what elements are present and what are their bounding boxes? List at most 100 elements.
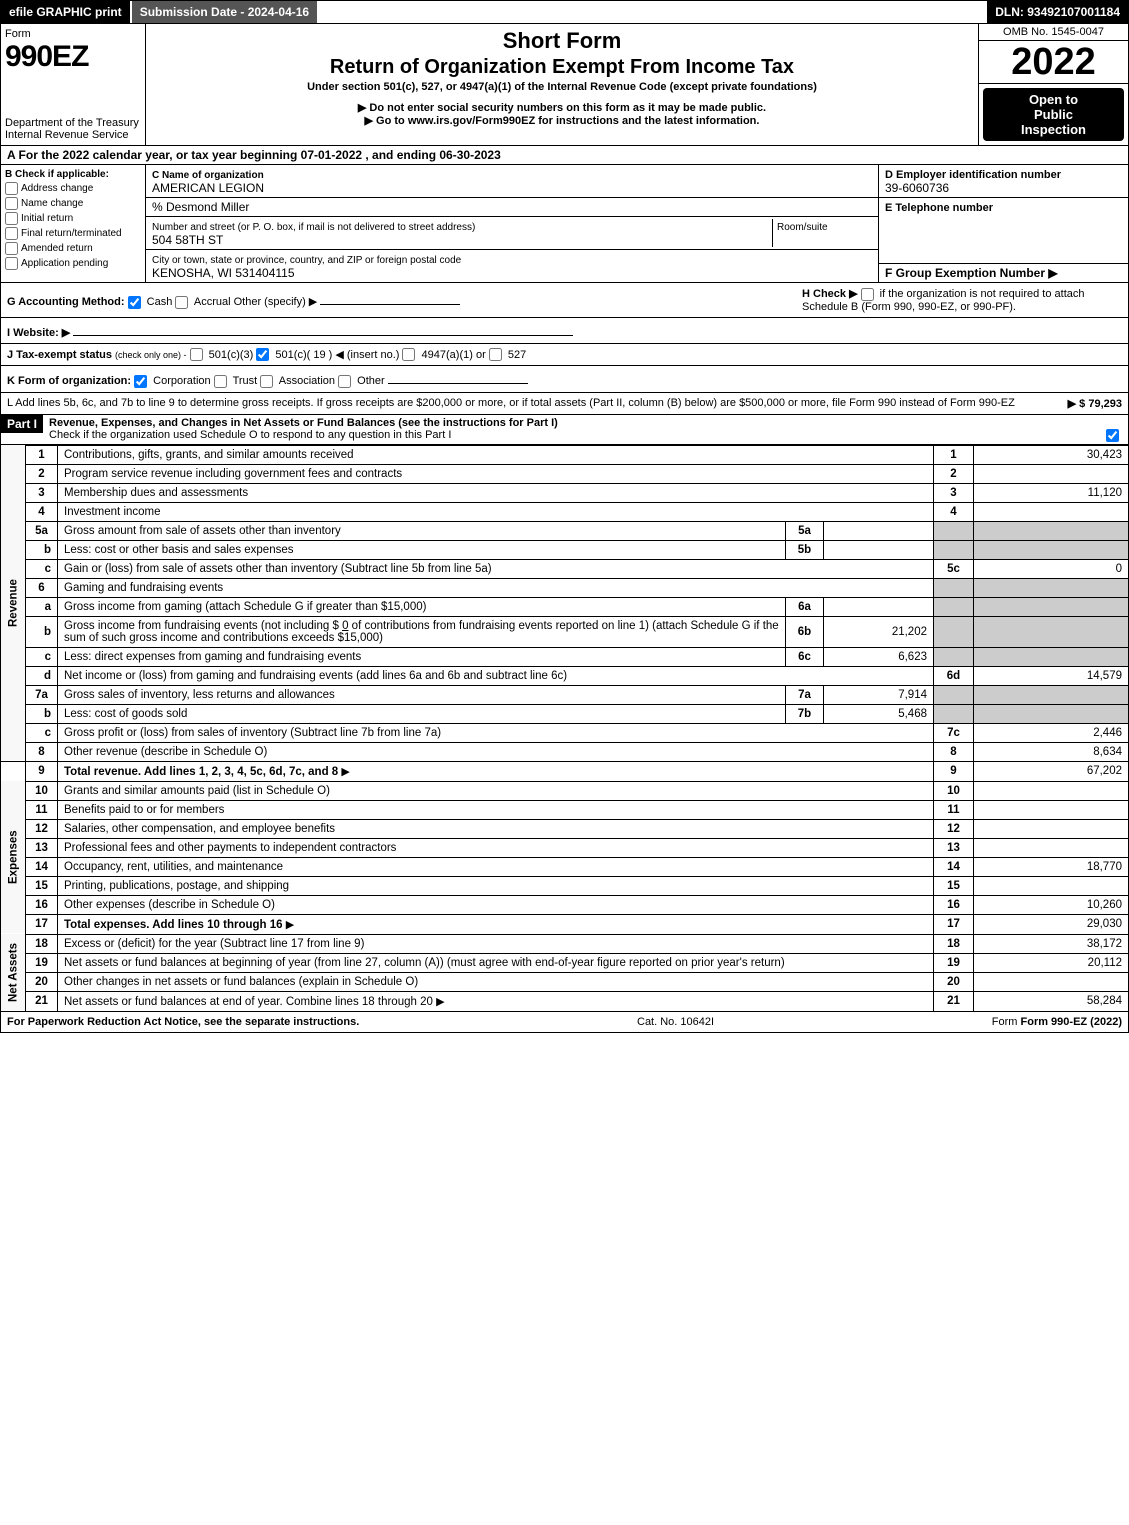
footer-center: Cat. No. 10642I: [637, 1016, 714, 1028]
j-label: J Tax-exempt status: [7, 349, 112, 361]
line-6: 6 Gaming and fundraising events: [1, 578, 1129, 597]
j-sub: (check only one) -: [115, 350, 187, 360]
chk-accrual[interactable]: Accrual: [175, 296, 230, 308]
chk-name-change[interactable]: Name change: [5, 197, 141, 210]
chk-trust[interactable]: Trust: [214, 375, 258, 387]
line-5b: b Less: cost or other basis and sales ex…: [1, 540, 1129, 559]
chk-4947[interactable]: 4947(a)(1) or: [402, 349, 485, 361]
k-label: K Form of organization:: [7, 375, 131, 387]
line-8: 8 Other revenue (describe in Schedule O)…: [1, 742, 1129, 761]
chk-application-pending[interactable]: Application pending: [5, 257, 141, 270]
inspect-1: Open to: [987, 92, 1120, 107]
tax-year: 2022: [979, 41, 1128, 84]
part-i-table: Revenue 1 Contributions, gifts, grants, …: [0, 445, 1129, 1012]
short-form-title: Short Form: [503, 28, 622, 54]
website-input[interactable]: [73, 322, 573, 336]
subtitle-2: ▶ Do not enter social security numbers o…: [352, 101, 772, 114]
line-7a: 7a Gross sales of inventory, less return…: [1, 685, 1129, 704]
section-b: B Check if applicable: Address change Na…: [1, 165, 146, 282]
line-7c: c Gross profit or (loss) from sales of i…: [1, 723, 1129, 742]
chk-527[interactable]: 527: [489, 349, 526, 361]
line-1: Revenue 1 Contributions, gifts, grants, …: [1, 445, 1129, 464]
line-3: 3 Membership dues and assessments 3 11,1…: [1, 483, 1129, 502]
revenue-label: Revenue: [1, 445, 26, 761]
efile-label[interactable]: efile GRAPHIC print: [1, 1, 130, 23]
addr-label: Number and street (or P. O. box, if mail…: [152, 222, 475, 233]
part-i-title-cell: Revenue, Expenses, and Changes in Net As…: [43, 415, 1128, 444]
omb-number: OMB No. 1545-0047: [979, 24, 1128, 41]
h-schedule-b: H Check ▶ if the organization is not req…: [802, 287, 1122, 313]
dept-treasury: Department of the Treasury Internal Reve…: [5, 117, 141, 141]
row-k-form-org: K Form of organization: Corporation Trus…: [0, 366, 1129, 393]
other-org-underline[interactable]: [388, 370, 528, 384]
row-g-h: G Accounting Method: Cash Accrual Other …: [0, 283, 1129, 318]
main-title: Return of Organization Exempt From Incom…: [330, 56, 794, 79]
other-underline[interactable]: [320, 291, 460, 305]
care-of: % Desmond Miller: [152, 200, 249, 214]
arrow-icon: ▶: [286, 919, 294, 931]
line-15: 15 Printing, publications, postage, and …: [1, 876, 1129, 895]
city-label: City or town, state or province, country…: [152, 255, 461, 266]
line-18: Net Assets 18 Excess or (deficit) for th…: [1, 934, 1129, 953]
section-c: C Name of organization AMERICAN LEGION %…: [146, 165, 878, 282]
header-center: Short Form Return of Organization Exempt…: [146, 24, 978, 145]
line-20: 20 Other changes in net assets or fund b…: [1, 972, 1129, 991]
g-label: G Accounting Method:: [7, 296, 125, 308]
dept-line2: Internal Revenue Service: [5, 129, 141, 141]
arrow-icon: ▶: [436, 996, 444, 1008]
line-12: 12 Salaries, other compensation, and emp…: [1, 819, 1129, 838]
room-label: Room/suite: [777, 222, 828, 233]
footer-left: For Paperwork Reduction Act Notice, see …: [7, 1016, 359, 1028]
chk-corporation[interactable]: Corporation: [134, 375, 211, 387]
other-specify: Other (specify) ▶: [234, 296, 318, 308]
header-left: Form 990EZ Department of the Treasury In…: [1, 24, 146, 145]
l-amount: ▶ $ 79,293: [1068, 397, 1122, 410]
line-4: 4 Investment income 4: [1, 502, 1129, 521]
line-10: Expenses 10 Grants and similar amounts p…: [1, 781, 1129, 800]
chk-schedule-b[interactable]: [861, 288, 874, 301]
h-label1: H Check ▶: [802, 288, 861, 300]
line-17: 17 Total expenses. Add lines 10 through …: [1, 914, 1129, 934]
part-i-label: Part I: [1, 415, 43, 433]
form-label: Form: [5, 28, 141, 40]
line-5c: c Gain or (loss) from sale of assets oth…: [1, 559, 1129, 578]
subtitle-1: Under section 501(c), 527, or 4947(a)(1)…: [301, 81, 823, 93]
subtitle-3: ▶ Go to www.irs.gov/Form990EZ for instru…: [359, 114, 766, 127]
line-21: 21 Net assets or fund balances at end of…: [1, 991, 1129, 1011]
dln-label: DLN: 93492107001184: [987, 1, 1128, 23]
c-label: C Name of organization: [152, 170, 264, 181]
city-state-zip: KENOSHA, WI 531404115: [152, 266, 295, 280]
line-9: 9 Total revenue. Add lines 1, 2, 3, 4, 5…: [1, 761, 1129, 781]
inspect-3: Inspection: [987, 122, 1120, 137]
header-right: OMB No. 1545-0047 2022 Open to Public In…: [978, 24, 1128, 145]
org-name: AMERICAN LEGION: [152, 181, 264, 195]
net-assets-label: Net Assets: [1, 934, 26, 1011]
line-16: 16 Other expenses (describe in Schedule …: [1, 895, 1129, 914]
chk-initial-return[interactable]: Initial return: [5, 212, 141, 225]
form-header: Form 990EZ Department of the Treasury In…: [0, 24, 1129, 146]
b-label: B Check if applicable:: [5, 169, 141, 180]
spacer: [319, 1, 987, 23]
form-number: 990EZ: [5, 40, 141, 74]
chk-amended-return[interactable]: Amended return: [5, 242, 141, 255]
entity-section: B Check if applicable: Address change Na…: [0, 165, 1129, 283]
street-address: 504 58TH ST: [152, 233, 223, 247]
line-2: 2 Program service revenue including gove…: [1, 464, 1129, 483]
chk-501c[interactable]: 501(c)( 19 ) ◀ (insert no.): [256, 349, 399, 361]
chk-schedule-o[interactable]: [1106, 429, 1119, 442]
chk-address-change[interactable]: Address change: [5, 182, 141, 195]
inspection-badge: Open to Public Inspection: [983, 88, 1124, 141]
l-text: L Add lines 5b, 6c, and 7b to line 9 to …: [7, 397, 1058, 409]
part-i-header-row: Part I Revenue, Expenses, and Changes in…: [0, 415, 1129, 445]
arrow-icon: ▶: [341, 766, 349, 778]
chk-other-org[interactable]: Other: [338, 375, 385, 387]
row-l-gross-receipts: L Add lines 5b, 6c, and 7b to line 9 to …: [0, 393, 1129, 415]
part-i-check-text: Check if the organization used Schedule …: [49, 429, 451, 441]
line-19: 19 Net assets or fund balances at beginn…: [1, 953, 1129, 972]
chk-final-return[interactable]: Final return/terminated: [5, 227, 141, 240]
chk-cash[interactable]: Cash: [128, 296, 173, 308]
chk-501c3[interactable]: 501(c)(3): [190, 349, 254, 361]
top-bar: efile GRAPHIC print Submission Date - 20…: [0, 0, 1129, 24]
chk-association[interactable]: Association: [260, 375, 335, 387]
line-7b: b Less: cost of goods sold 7b 5,468: [1, 704, 1129, 723]
